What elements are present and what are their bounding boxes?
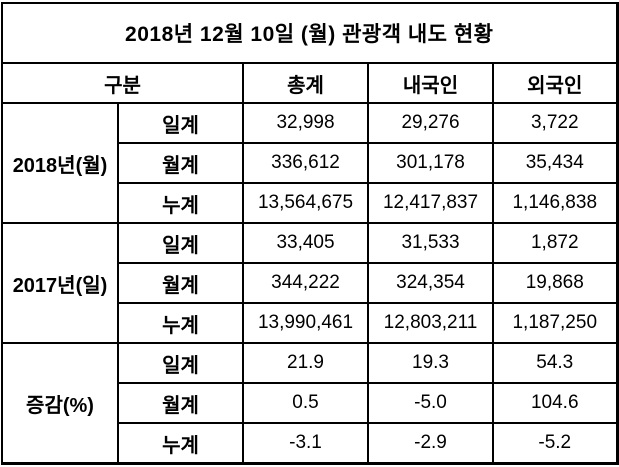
table-row: 월계 336,612 301,178 35,434 <box>2 142 619 184</box>
cell-2018-cumulative-total: 13,564,675 <box>242 182 369 224</box>
table-row: 월계 344,222 324,354 19,868 <box>2 262 619 304</box>
table-row: 월계 0.5 -5.0 104.6 <box>2 382 619 424</box>
row-label-monthly: 월계 <box>117 142 244 184</box>
table-row: 증감(%) 일계 21.9 19.3 54.3 <box>1 342 619 465</box>
column-header-row: 구분 총계 내국인 외국인 <box>1 62 619 104</box>
cell-change-monthly-foreign: 104.6 <box>491 382 619 424</box>
cell-2018-monthly-domestic: 301,178 <box>367 142 494 184</box>
cell-2018-monthly-foreign: 35,434 <box>491 142 619 184</box>
cell-change-cumulative-domestic: -2.9 <box>367 422 494 465</box>
cell-2017-cumulative-foreign: 1,187,250 <box>491 302 619 344</box>
cell-change-daily-total: 21.9 <box>242 342 369 384</box>
row-label-cumulative: 누계 <box>117 182 244 224</box>
row-label-monthly: 월계 <box>117 262 244 304</box>
table-row: 누계 13,990,461 12,803,211 1,187,250 <box>2 302 619 344</box>
table-title: 2018년 12월 10일 (월) 관광객 내도 현황 <box>0 2 619 64</box>
cell-2018-daily-foreign: 3,722 <box>491 102 619 144</box>
header-gubun: 구분 <box>1 62 244 104</box>
group-label-2017: 2017년(일) <box>1 222 119 344</box>
title-row: 2018년 12월 10일 (월) 관광객 내도 현황 <box>0 2 619 64</box>
table-row: 2017년(일) 일계 33,405 31,533 1,872 <box>1 222 619 344</box>
group-label-2018: 2018년(월) <box>1 102 119 224</box>
row-label-daily: 일계 <box>117 342 244 384</box>
row-label-cumulative: 누계 <box>117 302 244 344</box>
cell-2018-daily-total: 32,998 <box>242 102 369 144</box>
table-row: 누계 -3.1 -2.9 -5.2 <box>2 422 619 465</box>
header-foreign: 외국인 <box>491 62 619 104</box>
cell-2017-daily-foreign: 1,872 <box>491 222 619 264</box>
row-label-daily: 일계 <box>117 222 244 264</box>
header-total: 총계 <box>242 62 369 104</box>
cell-change-monthly-domestic: -5.0 <box>367 382 494 424</box>
cell-change-monthly-total: 0.5 <box>242 382 369 424</box>
cell-2017-monthly-domestic: 324,354 <box>367 262 494 304</box>
cell-2017-monthly-total: 344,222 <box>242 262 369 304</box>
row-label-cumulative: 누계 <box>117 422 244 465</box>
cell-2017-monthly-foreign: 19,868 <box>491 262 619 304</box>
cell-2018-cumulative-domestic: 12,417,837 <box>367 182 494 224</box>
cell-change-cumulative-foreign: -5.2 <box>491 422 619 465</box>
table-row: 누계 13,564,675 12,417,837 1,146,838 <box>2 182 619 224</box>
cell-2017-daily-total: 33,405 <box>242 222 369 264</box>
cell-2017-cumulative-total: 13,990,461 <box>242 302 369 344</box>
row-label-monthly: 월계 <box>117 382 244 424</box>
table-row: 2018년(월) 일계 32,998 29,276 3,722 <box>1 102 619 224</box>
row-label-daily: 일계 <box>117 102 244 144</box>
header-domestic: 내국인 <box>367 62 494 104</box>
cell-2018-monthly-total: 336,612 <box>242 142 369 184</box>
cell-2018-daily-domestic: 29,276 <box>367 102 494 144</box>
cell-change-daily-foreign: 54.3 <box>491 342 619 384</box>
cell-2018-cumulative-foreign: 1,146,838 <box>491 182 619 224</box>
cell-2017-daily-domestic: 31,533 <box>367 222 494 264</box>
cell-change-daily-domestic: 19.3 <box>367 342 494 384</box>
group-label-change: 증감(%) <box>1 342 119 465</box>
cell-2017-cumulative-domestic: 12,803,211 <box>367 302 494 344</box>
cell-change-cumulative-total: -3.1 <box>242 422 369 465</box>
